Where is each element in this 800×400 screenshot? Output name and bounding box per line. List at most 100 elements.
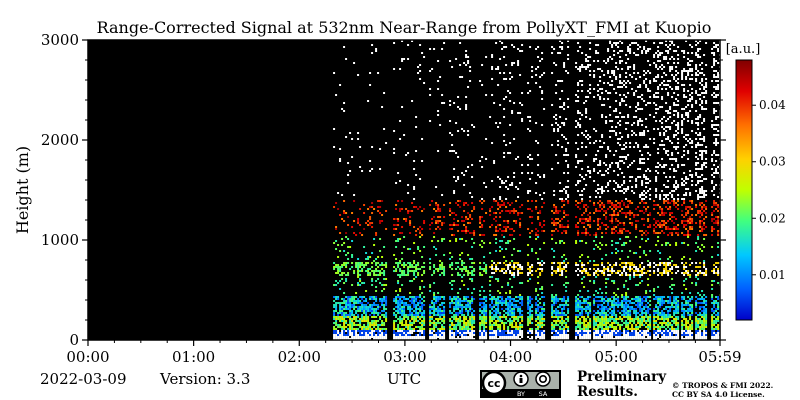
heatmap-cell <box>607 202 610 204</box>
heatmap-cell <box>543 296 546 298</box>
heatmap-cell <box>483 242 486 244</box>
heatmap-cell <box>521 332 524 334</box>
heatmap-cell <box>423 324 426 326</box>
heatmap-cell <box>421 52 424 54</box>
heatmap-cell <box>401 40 404 42</box>
heatmap-cell <box>481 246 484 248</box>
heatmap-cell <box>595 50 598 52</box>
heatmap-cell <box>657 274 660 276</box>
heatmap-cell <box>355 318 358 320</box>
heatmap-cell <box>623 328 626 330</box>
heatmap-cell <box>435 322 438 324</box>
heatmap-cell <box>641 184 644 186</box>
heatmap-cell <box>339 274 342 276</box>
heatmap-cell <box>621 296 624 298</box>
heatmap-cell <box>353 270 356 272</box>
heatmap-cell <box>595 338 598 340</box>
heatmap-cell <box>625 272 628 274</box>
heatmap-cell <box>585 54 588 56</box>
heatmap-cell <box>501 304 504 306</box>
heatmap-cell <box>629 318 632 320</box>
heatmap-cell <box>633 336 636 338</box>
heatmap-cell <box>403 314 406 316</box>
heatmap-cell <box>409 262 412 264</box>
heatmap-cell <box>437 150 440 152</box>
heatmap-cell <box>347 324 350 326</box>
heatmap-cell <box>339 312 342 314</box>
heatmap-cell <box>653 312 656 314</box>
heatmap-cell <box>497 280 500 282</box>
heatmap-cell <box>459 304 462 306</box>
heatmap-cell <box>649 290 652 292</box>
heatmap-cell <box>343 264 346 266</box>
heatmap-cell <box>361 306 364 308</box>
heatmap-cell <box>513 298 516 300</box>
heatmap-cell <box>579 80 582 82</box>
heatmap-cell <box>653 54 656 56</box>
heatmap-cell <box>625 72 628 74</box>
heatmap-cell <box>583 338 586 340</box>
heatmap-cell <box>551 336 554 338</box>
heatmap-cell <box>607 314 610 316</box>
heatmap-cell <box>583 330 586 332</box>
heatmap-cell <box>375 308 378 310</box>
heatmap-cell <box>659 208 662 210</box>
heatmap-cell <box>345 302 348 304</box>
heatmap-cell <box>501 268 504 270</box>
heatmap-cell <box>535 324 538 326</box>
heatmap-cell <box>335 266 338 268</box>
heatmap-cell <box>557 124 560 126</box>
heatmap-cell <box>653 78 656 80</box>
heatmap-cell <box>409 248 412 250</box>
heatmap-cell <box>615 272 618 274</box>
heatmap-cell <box>511 334 514 336</box>
heatmap-cell <box>559 320 562 322</box>
heatmap-cell <box>587 166 590 168</box>
heatmap-cell <box>655 76 658 78</box>
heatmap-cell <box>459 200 462 202</box>
heatmap-cell <box>419 206 422 208</box>
heatmap-cell <box>415 268 418 270</box>
heatmap-cell <box>507 336 510 338</box>
heatmap-cell <box>343 336 346 338</box>
heatmap-cell <box>649 188 652 190</box>
heatmap-cell <box>521 118 524 120</box>
heatmap-cell <box>605 312 608 314</box>
heatmap-cell <box>333 268 336 270</box>
heatmap-cell <box>575 166 578 168</box>
heatmap-cell <box>563 296 566 298</box>
heatmap-cell <box>489 242 492 244</box>
heatmap-cell <box>495 304 498 306</box>
heatmap-cell <box>593 60 596 62</box>
heatmap-cell <box>581 264 584 266</box>
heatmap-cell <box>565 190 568 192</box>
heatmap-cell <box>369 206 372 208</box>
heatmap-cell <box>455 122 458 124</box>
heatmap-cell <box>663 320 666 322</box>
heatmap-cell <box>589 336 592 338</box>
heatmap-cell <box>567 226 570 228</box>
heatmap-cell <box>643 206 646 208</box>
heatmap-cell <box>621 272 624 274</box>
heatmap-cell <box>441 240 444 242</box>
heatmap-cell <box>417 274 420 276</box>
heatmap-cell <box>629 320 632 322</box>
heatmap-cell <box>413 206 416 208</box>
heatmap-cell <box>583 232 586 234</box>
heatmap-cell <box>555 118 558 120</box>
heatmap-cell <box>495 330 498 332</box>
heatmap-cell <box>495 238 498 240</box>
heatmap-cell <box>597 184 600 186</box>
heatmap-cell <box>611 84 614 86</box>
heatmap-cell <box>367 330 370 332</box>
heatmap-cell <box>423 296 426 298</box>
heatmap-cell <box>361 334 364 336</box>
heatmap-cell <box>565 186 568 188</box>
heatmap-cell <box>347 162 350 164</box>
heatmap-cell <box>553 130 556 132</box>
heatmap-cell <box>613 338 616 340</box>
heatmap-cell <box>553 300 556 302</box>
heatmap-cell <box>397 310 400 312</box>
heatmap-cell <box>541 292 544 294</box>
heatmap-cell <box>607 148 610 150</box>
